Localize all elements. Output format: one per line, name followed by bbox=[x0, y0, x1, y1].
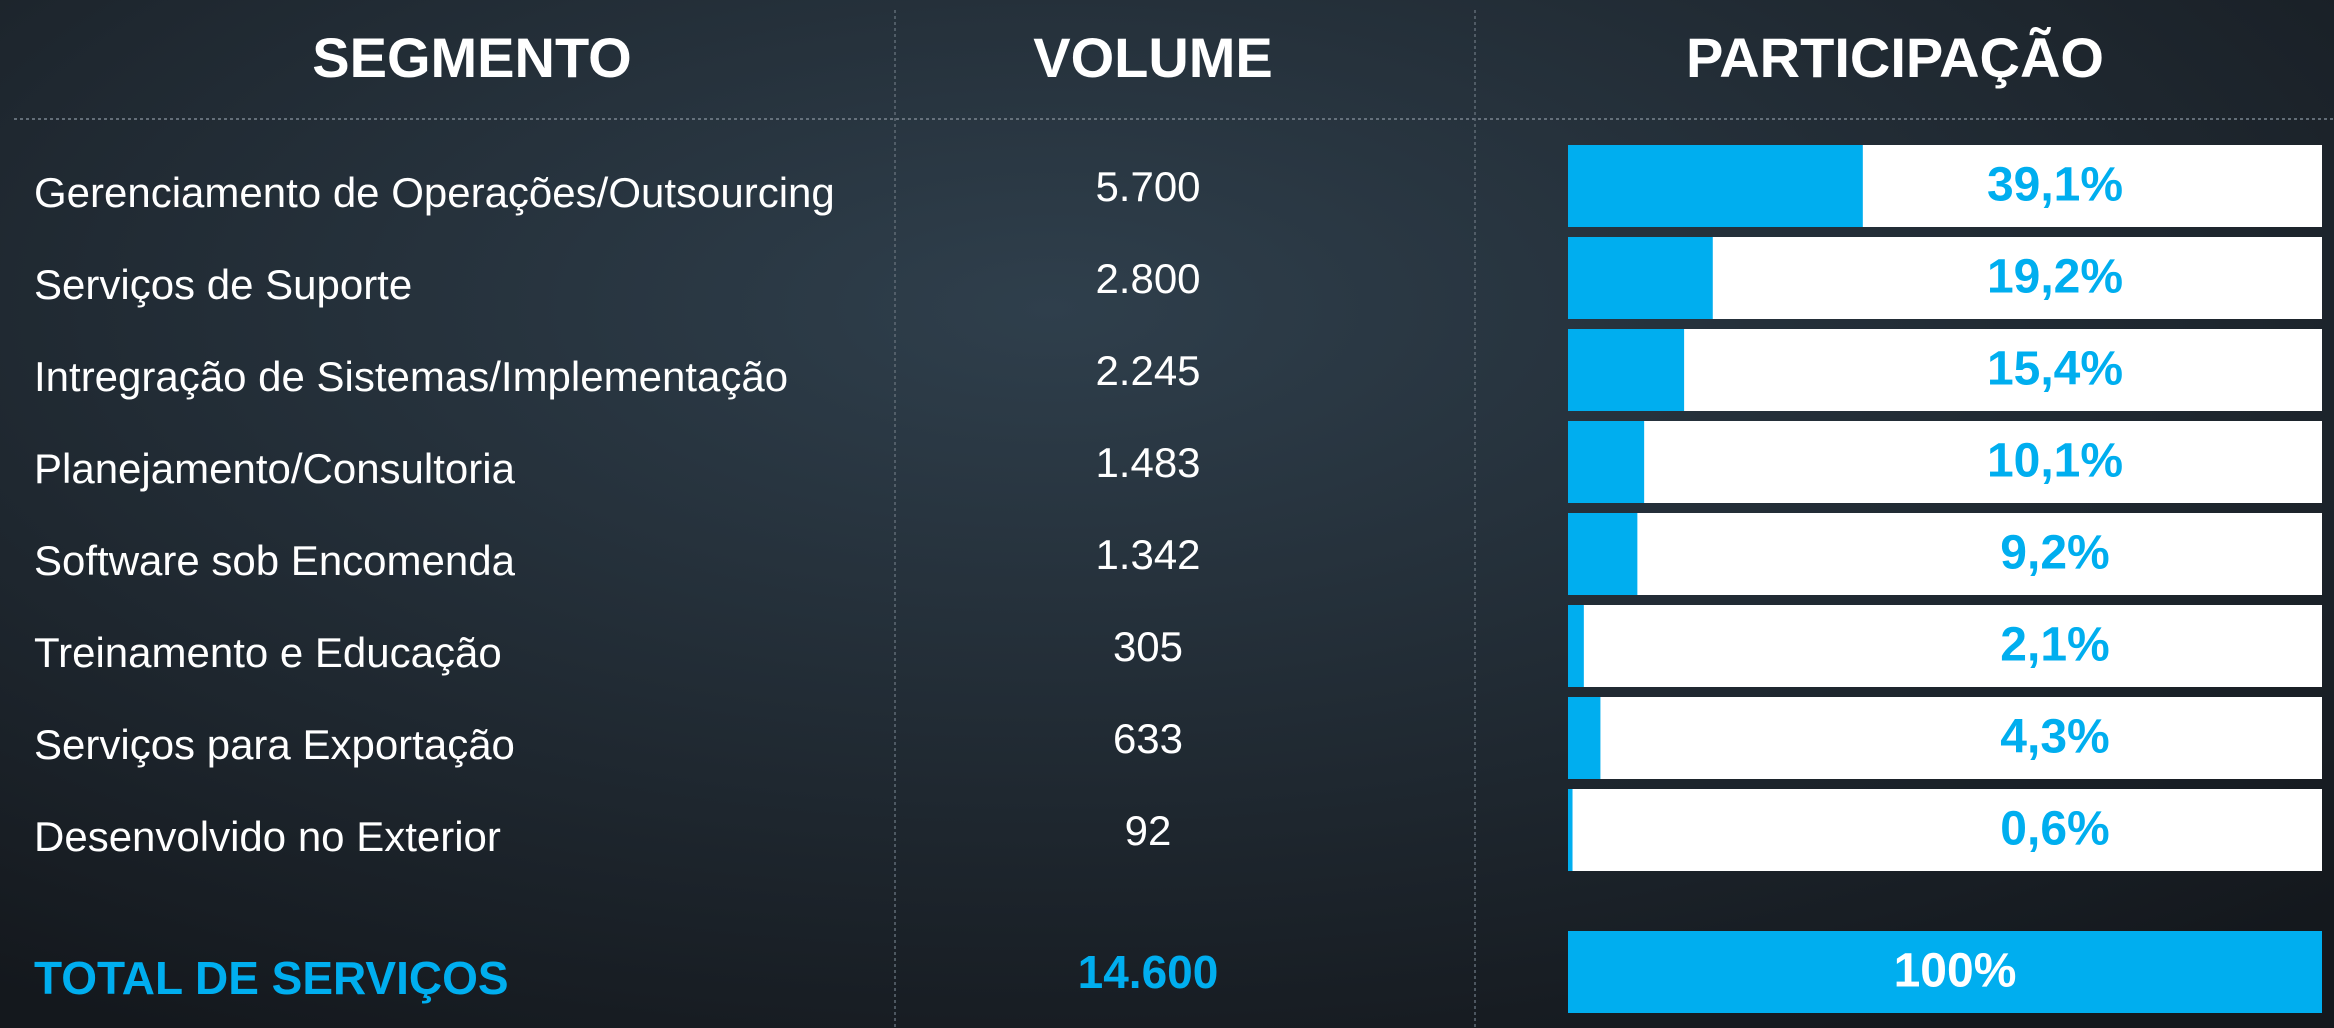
volume-value: 92 bbox=[1125, 807, 1172, 854]
bar-track bbox=[1568, 513, 2322, 595]
volume-value: 5.700 bbox=[1095, 163, 1200, 210]
column-header: SEGMENTO bbox=[312, 26, 631, 89]
volume-value: 1.483 bbox=[1095, 439, 1200, 486]
segment-label: Gerenciamento de Operações/Outsourcing bbox=[34, 169, 835, 216]
bar-track bbox=[1568, 605, 2322, 687]
segment-label: Software sob Encomenda bbox=[34, 537, 516, 584]
column-header: VOLUME bbox=[1033, 26, 1273, 89]
segment-label: Serviços de Suporte bbox=[34, 261, 412, 308]
bar-track bbox=[1568, 329, 2322, 411]
share-bar bbox=[1568, 789, 1573, 871]
share-bar bbox=[1568, 145, 1863, 227]
segment-label: Intregração de Sistemas/Implementação bbox=[34, 353, 788, 400]
bar-track bbox=[1568, 697, 2322, 779]
share-bar bbox=[1568, 421, 1645, 503]
segment-label: Treinamento e Educação bbox=[34, 629, 502, 676]
share-bar bbox=[1568, 329, 1685, 411]
share-label: 15,4% bbox=[1987, 343, 2123, 396]
volume-value: 2.245 bbox=[1095, 347, 1200, 394]
segment-label: Planejamento/Consultoria bbox=[34, 445, 516, 492]
share-label: 2,1% bbox=[2000, 619, 2109, 672]
volume-value: 1.342 bbox=[1095, 531, 1200, 578]
share-label: 9,2% bbox=[2000, 527, 2109, 580]
share-label: 10,1% bbox=[1987, 435, 2123, 488]
bar-track bbox=[1568, 421, 2322, 503]
bar-track bbox=[1568, 789, 2322, 871]
segment-label: Serviços para Exportação bbox=[34, 721, 515, 768]
share-label: 0,6% bbox=[2000, 803, 2109, 856]
share-bar bbox=[1568, 697, 1601, 779]
segment-label: TOTAL DE SERVIÇOS bbox=[34, 952, 509, 1004]
share-bar bbox=[1568, 605, 1584, 687]
share-label: 4,3% bbox=[2000, 711, 2109, 764]
volume-value: 305 bbox=[1113, 623, 1183, 670]
share-bar bbox=[1568, 931, 2322, 1013]
volume-value: 14.600 bbox=[1078, 946, 1219, 998]
share-label: 39,1% bbox=[1987, 159, 2123, 212]
volume-value: 633 bbox=[1113, 715, 1183, 762]
share-bar bbox=[1568, 513, 1638, 595]
share-label: 100% bbox=[1894, 945, 2017, 998]
share-bar bbox=[1568, 237, 1713, 319]
volume-value: 2.800 bbox=[1095, 255, 1200, 302]
column-header: PARTICIPAÇÃO bbox=[1686, 26, 2104, 89]
share-label: 19,2% bbox=[1987, 251, 2123, 304]
segment-label: Desenvolvido no Exterior bbox=[34, 813, 501, 860]
